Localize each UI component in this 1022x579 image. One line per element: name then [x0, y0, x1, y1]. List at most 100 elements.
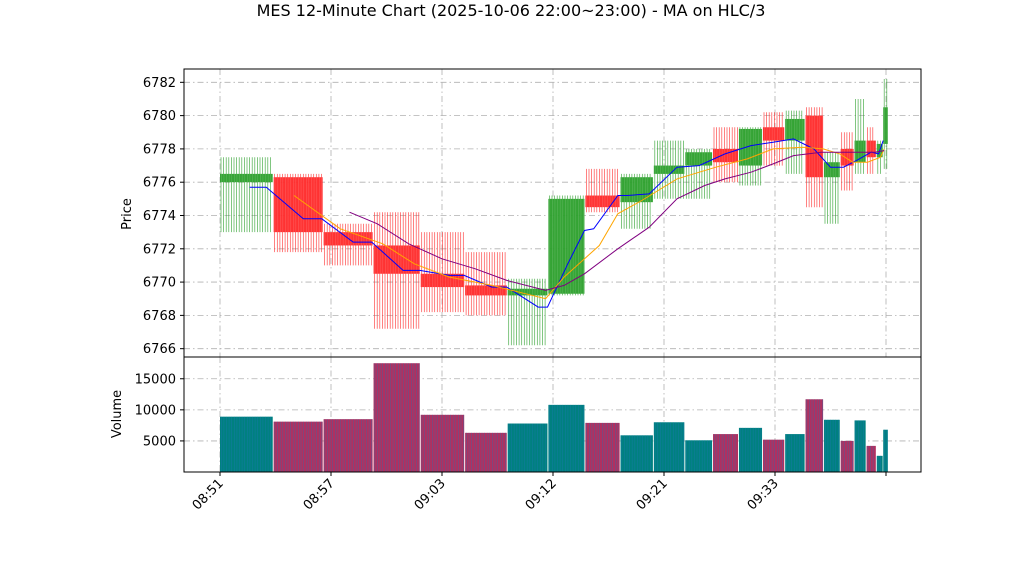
volume-bar: [507, 423, 548, 472]
candle-body-texture: [549, 198, 584, 294]
candle-body-texture: [825, 162, 839, 178]
volume-y-ticks: 5000 10000 15000: [135, 372, 184, 449]
volume-bar: [373, 363, 420, 472]
volume-bar-texture: [825, 419, 839, 472]
volume-bar: [420, 414, 465, 472]
volume-bar-fill: [785, 434, 805, 472]
volume-bar: [323, 419, 373, 472]
candle: [220, 157, 273, 233]
ma-line: [293, 146, 885, 300]
volume-bar: [738, 427, 763, 472]
candle: [762, 112, 785, 166]
candle-body: [824, 162, 840, 178]
candle: [273, 173, 323, 253]
x-tick-label: 08:57: [301, 476, 338, 513]
price-y-ticks: 6766 6768 6770 6772 6774 6776 6778 6780 6782: [143, 76, 184, 357]
candle-wick: [855, 99, 864, 174]
volume-tick-label: 15000: [135, 372, 176, 387]
candle-body: [507, 288, 548, 296]
price-tick-label: 6774: [143, 209, 176, 224]
candle-body: [220, 173, 273, 183]
volume-bar: [585, 422, 620, 472]
volume-bar-fill: [465, 432, 507, 472]
volume-bar: [840, 440, 854, 472]
volume-bar-texture: [841, 440, 853, 472]
volume-bar-texture: [508, 423, 546, 472]
candle-body: [785, 118, 805, 141]
candle-body-texture: [855, 140, 864, 163]
volume-bar-fill: [883, 429, 888, 472]
candle-wick: [586, 168, 618, 213]
candle-wick: [508, 278, 546, 346]
volume-bar-texture: [654, 422, 684, 472]
price-tick-label: 6782: [143, 76, 176, 91]
ma-line: [349, 150, 885, 291]
candle-body: [620, 177, 653, 203]
candle-wick: [785, 110, 803, 174]
volume-axis-label: Volume: [110, 390, 125, 438]
candle: [585, 168, 620, 213]
candle: [653, 140, 685, 199]
candle-body-texture: [421, 273, 464, 288]
volume-bar-texture: [786, 434, 803, 472]
x-tick-label: 09:33: [745, 476, 782, 513]
price-tick-label: 6776: [143, 176, 176, 191]
price-tick-label: 6768: [143, 309, 176, 324]
candle-body-texture: [221, 173, 271, 183]
volume-bars: [220, 363, 888, 472]
candle: [373, 212, 420, 329]
candle: [805, 107, 824, 208]
candle: [866, 127, 876, 174]
volume-bar-fill: [866, 445, 876, 472]
volume-bar-texture: [221, 416, 271, 472]
volume-bar: [685, 440, 713, 472]
candle-body: [273, 177, 323, 233]
candle-body: [866, 140, 876, 158]
candle: [883, 79, 888, 169]
volume-bar: [805, 399, 824, 472]
volume-bar-texture: [421, 414, 464, 472]
volume-bar: [785, 434, 805, 472]
volume-bar-fill: [548, 404, 585, 472]
volume-bar-texture: [877, 455, 881, 472]
volume-bar-texture: [586, 422, 619, 472]
candle-body: [738, 128, 763, 166]
candle-body: [548, 198, 585, 294]
candle: [854, 99, 866, 174]
candle-body-texture: [324, 232, 372, 246]
volume-bar: [824, 419, 840, 472]
volume-bar-texture: [374, 363, 420, 472]
volume-bar-fill: [507, 423, 548, 472]
volume-bar-texture: [867, 445, 874, 472]
volume-bar: [273, 421, 323, 472]
volume-bar: [620, 435, 653, 472]
x-tick-label: 09:21: [634, 476, 671, 513]
volume-bar-fill: [373, 363, 420, 472]
candle-body-texture: [764, 127, 783, 141]
candle: [685, 148, 713, 199]
price-tick-label: 6778: [143, 142, 176, 157]
volume-bar: [465, 432, 507, 472]
candle-body-texture: [586, 195, 619, 208]
volume-bar-texture: [764, 439, 783, 472]
candle-body: [762, 127, 785, 141]
volume-tick-label: 5000: [143, 434, 176, 449]
volume-bar-fill: [420, 414, 465, 472]
volume-bar: [876, 455, 883, 472]
candle-body-texture: [686, 152, 711, 166]
volume-bar: [866, 445, 876, 472]
volume-bar-texture: [686, 440, 711, 472]
candle-body: [854, 140, 866, 163]
candle-body-texture: [884, 107, 888, 144]
candle-wick: [220, 157, 271, 233]
candle: [785, 110, 805, 174]
candle: [713, 127, 738, 183]
price-axis-label: Price: [120, 198, 135, 230]
candle-body: [805, 115, 824, 178]
candle-body-texture: [621, 177, 651, 203]
volume-bar: [854, 420, 866, 472]
candle-body: [840, 148, 854, 166]
x-tick-label: 08:51: [190, 476, 227, 513]
